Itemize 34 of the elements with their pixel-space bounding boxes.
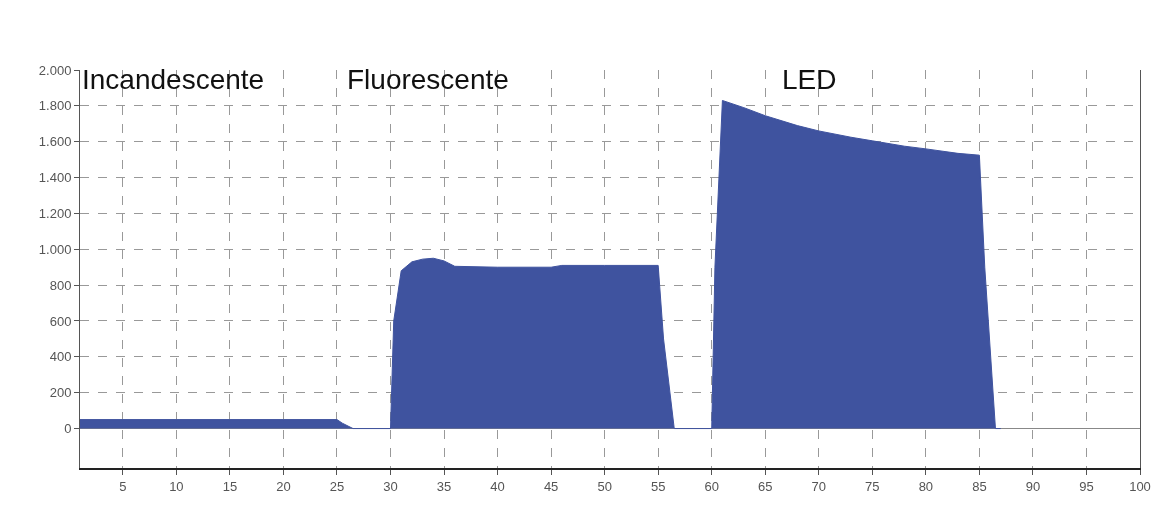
y-tick-label: 2.000 <box>38 62 72 78</box>
x-tick-label: 90 <box>1025 478 1041 494</box>
y-tick-label: 400 <box>49 349 72 365</box>
x-tick-label: 45 <box>543 478 559 494</box>
x-tick-label: 25 <box>329 478 345 494</box>
y-tick-label: 800 <box>49 277 72 293</box>
x-tick-label: 55 <box>650 478 666 494</box>
x-tick-label: 40 <box>490 478 505 494</box>
x-tick-label: 15 <box>222 478 238 494</box>
y-tick-label: 600 <box>49 313 72 329</box>
annotation: Incandescente <box>82 64 265 95</box>
x-tick-label: 65 <box>758 478 773 494</box>
y-tick-label: 0 <box>64 421 72 437</box>
x-tick-label: 75 <box>865 478 880 494</box>
x-tick-label: 50 <box>597 478 612 494</box>
x-tick-label: 100 <box>1129 478 1151 494</box>
x-tick-label: 10 <box>169 478 184 494</box>
x-tick-label: 20 <box>276 478 291 494</box>
x-tick-label: 30 <box>383 478 398 494</box>
x-tick-label: 85 <box>972 478 987 494</box>
x-tick-label: 35 <box>436 478 452 494</box>
annotation: Fluorescente <box>347 64 509 95</box>
x-tick-label: 70 <box>811 478 827 494</box>
x-tick-label: 60 <box>704 478 719 494</box>
y-tick-label: 1.600 <box>38 134 72 150</box>
annotation: LED <box>782 64 837 95</box>
x-tick-label: 80 <box>918 478 934 494</box>
y-tick-label: 1.200 <box>38 205 72 221</box>
y-tick-label: 1.400 <box>38 170 72 186</box>
x-tick-label: 95 <box>1079 478 1094 494</box>
x-tick-label: 5 <box>119 478 127 494</box>
y-tick-label: 200 <box>49 385 72 401</box>
y-tick-label: 1.800 <box>38 98 72 114</box>
y-tick-label: 1.000 <box>38 241 72 257</box>
